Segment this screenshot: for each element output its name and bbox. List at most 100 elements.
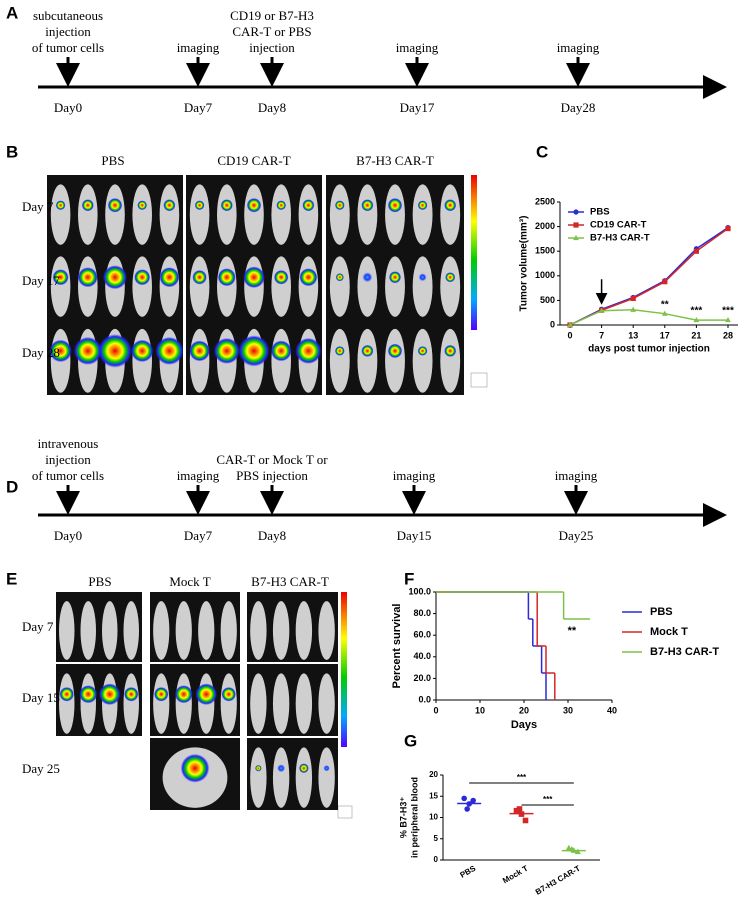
y-tick-label: 60.0	[413, 630, 431, 640]
signal	[213, 337, 240, 364]
data-point	[466, 801, 472, 807]
y-axis-label: Percent survival	[391, 604, 403, 689]
column-label: PBS	[88, 574, 111, 589]
x-tick-label: 0	[433, 705, 438, 715]
x-tick-label: 28	[723, 330, 733, 340]
data-point	[513, 807, 520, 814]
data-point	[518, 811, 525, 817]
panel-label: B	[6, 142, 18, 161]
event-label: CD19 or B7-H3	[230, 8, 314, 23]
mouse	[250, 601, 267, 660]
signal	[98, 334, 132, 368]
signal	[335, 273, 344, 282]
signal	[77, 267, 98, 288]
signal	[238, 335, 270, 367]
legend-label: B7-H3 CAR-T	[650, 646, 719, 658]
event-label: injection	[249, 40, 295, 55]
y-tick-label: 2000	[535, 221, 555, 231]
signal	[444, 344, 457, 357]
series-line	[569, 308, 728, 326]
signal	[52, 269, 69, 286]
mouse	[295, 747, 313, 808]
day-label: Day0	[54, 528, 82, 543]
event-label: intravenous	[38, 436, 99, 451]
signal	[137, 200, 147, 211]
data-point	[568, 846, 575, 852]
signal	[255, 765, 262, 772]
row-label: Day 7	[22, 199, 54, 214]
y-tick-label: 1000	[535, 270, 555, 280]
row-label: Day 28	[22, 345, 60, 360]
signal	[277, 764, 286, 773]
day-label: Day8	[258, 100, 286, 115]
mouse	[175, 601, 192, 660]
data-point	[574, 848, 581, 855]
legend-marker	[573, 222, 579, 228]
mouse	[357, 328, 378, 393]
mouse	[80, 601, 96, 660]
y-axis-label: Tumor volume(mm³)	[519, 216, 530, 312]
signal	[335, 346, 345, 356]
y-tick-label: 500	[540, 295, 555, 305]
y-tick-label: 20	[429, 770, 438, 779]
x-tick-label: 0	[567, 330, 572, 340]
mouse	[159, 184, 180, 245]
signal	[418, 273, 427, 282]
legend-label: PBS	[650, 606, 673, 618]
mouse	[250, 747, 267, 808]
x-tick-label: 17	[660, 330, 670, 340]
signal	[274, 270, 289, 285]
mouse	[272, 747, 290, 808]
mouse	[198, 601, 215, 660]
signal	[192, 270, 207, 285]
legend-label: Mock T	[650, 626, 688, 638]
data-point	[662, 279, 668, 285]
day-label: Day7	[184, 100, 213, 115]
legend-marker	[573, 209, 579, 215]
y-tick-label: 0.0	[418, 694, 431, 704]
mouse	[220, 601, 237, 660]
day-label: Day0	[54, 100, 82, 115]
y-tick-label: 0	[550, 319, 555, 329]
x-tick-label: PBS	[458, 863, 477, 879]
mouse	[412, 184, 433, 245]
mouse	[440, 328, 461, 393]
x-tick-label: 40	[607, 705, 617, 715]
mouse	[318, 601, 335, 660]
mouse	[329, 256, 350, 317]
signal	[417, 346, 428, 356]
mouse	[153, 601, 170, 660]
mouse	[385, 328, 405, 393]
day-label: Day25	[559, 528, 594, 543]
mouse	[132, 256, 152, 317]
mouse	[385, 184, 405, 245]
y-tick-label: 10	[429, 813, 438, 822]
mouse	[272, 601, 290, 660]
panel-label: C	[536, 142, 548, 161]
x-tick-label: B7-H3 CAR-T	[534, 864, 582, 897]
comparison-label: ***	[517, 773, 527, 782]
signal	[389, 271, 401, 284]
mouse	[217, 256, 237, 317]
y-tick-label: 20.0	[413, 673, 431, 683]
mouse	[412, 328, 433, 393]
column-label: Mock T	[169, 574, 210, 589]
mouse	[271, 184, 291, 245]
event-label: injection	[45, 24, 91, 39]
x-tick-label: 30	[563, 705, 573, 715]
mouse	[123, 673, 139, 734]
event-label: CAR-T or PBS	[232, 24, 311, 39]
mouse	[50, 184, 71, 245]
data-point	[630, 306, 637, 312]
signal	[124, 687, 139, 702]
panel-label: E	[6, 569, 17, 588]
data-point	[567, 321, 573, 328]
signal	[155, 336, 184, 365]
x-tick-label: 7	[599, 330, 604, 340]
event-label: imaging	[555, 468, 598, 483]
signal	[154, 687, 169, 702]
mouse	[217, 184, 237, 245]
signal	[299, 763, 309, 774]
mouse	[123, 601, 139, 660]
